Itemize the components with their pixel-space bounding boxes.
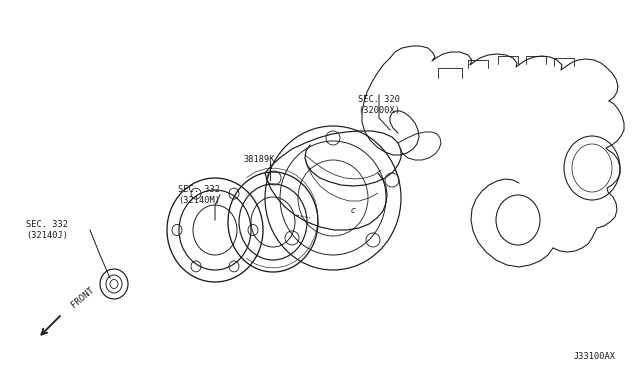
Text: SEC. 332
(32140J): SEC. 332 (32140J) — [26, 220, 68, 240]
Text: SEC. 320
(32000X): SEC. 320 (32000X) — [358, 95, 400, 115]
Text: SEC. 332
(32140M): SEC. 332 (32140M) — [178, 185, 220, 205]
Text: FRONT: FRONT — [70, 286, 97, 310]
Text: J33100AX: J33100AX — [574, 352, 616, 361]
Text: 38189K: 38189K — [243, 155, 275, 164]
Text: c: c — [351, 205, 355, 215]
